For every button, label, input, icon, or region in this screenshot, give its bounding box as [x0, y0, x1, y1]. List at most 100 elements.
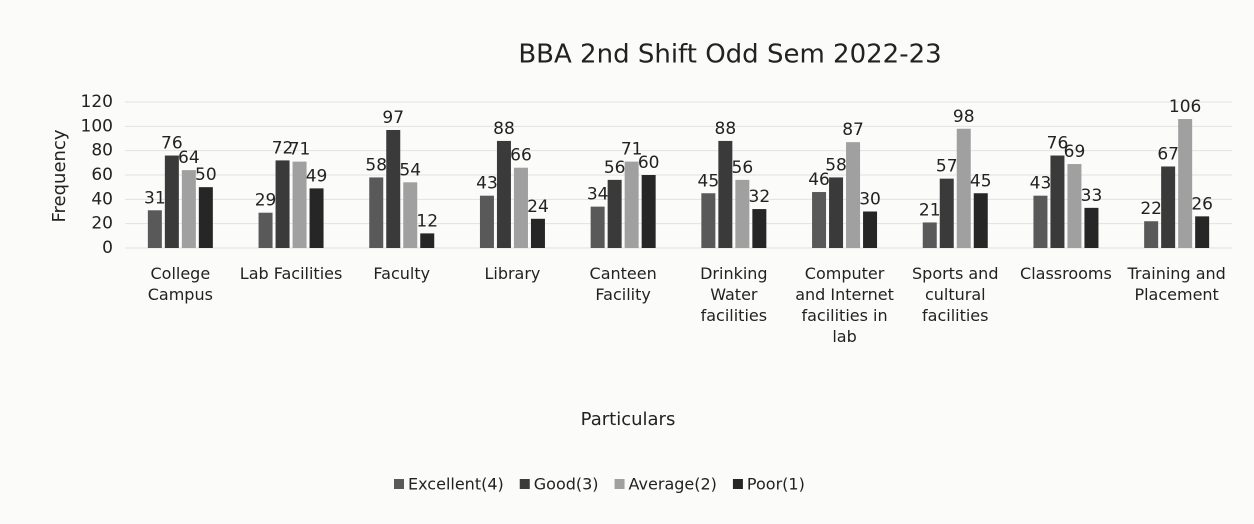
data-label: 32 [749, 187, 771, 207]
data-label: 88 [715, 119, 737, 139]
data-label: 43 [1030, 174, 1052, 194]
data-label: 72 [272, 138, 294, 158]
data-label: 46 [808, 170, 830, 190]
data-label: 12 [416, 211, 438, 231]
bar [513, 167, 528, 248]
legend-swatch [519, 479, 530, 489]
data-label: 56 [604, 158, 626, 178]
data-label: 49 [306, 166, 328, 186]
data-label: 58 [825, 155, 847, 175]
data-label: 87 [842, 120, 864, 140]
y-tick-label: 80 [91, 141, 113, 161]
bar [607, 179, 622, 248]
data-label: 97 [382, 108, 404, 128]
x-tick-label: Canteen Facility [589, 264, 657, 304]
bar [403, 182, 418, 248]
x-tick-label: Computer and Internet facilities in lab [795, 264, 894, 346]
data-label: 60 [638, 153, 660, 173]
data-label: 34 [587, 185, 609, 205]
bar [309, 188, 324, 248]
bar [258, 212, 273, 248]
legend-label: Good(3) [534, 475, 599, 494]
bar [863, 211, 878, 248]
data-label: 56 [732, 158, 754, 178]
bar [829, 177, 844, 248]
data-label: 33 [1081, 186, 1103, 206]
legend-swatch [732, 479, 743, 489]
bar [718, 140, 733, 248]
bar [496, 140, 511, 248]
data-label: 71 [289, 140, 311, 160]
bar [479, 195, 494, 248]
bar [812, 192, 827, 248]
legend-label: Excellent(4) [408, 475, 504, 494]
bar [1033, 195, 1048, 248]
data-label: 98 [953, 107, 975, 127]
data-label: 66 [510, 146, 532, 166]
data-label: 54 [399, 160, 421, 180]
bar [624, 161, 639, 248]
y-tick-label: 120 [81, 92, 113, 112]
x-tick-label: Training and Placement [1127, 264, 1226, 304]
bar [1050, 155, 1065, 248]
data-label: 21 [919, 200, 941, 220]
data-label: 57 [936, 157, 958, 177]
legend-label: Poor(1) [747, 475, 805, 494]
bar [701, 193, 716, 248]
y-axis-title: Frequency [49, 129, 70, 222]
data-label: 71 [621, 140, 643, 160]
data-label: 67 [1157, 144, 1179, 164]
bar [973, 193, 988, 248]
data-label: 45 [970, 171, 992, 191]
data-label: 58 [365, 155, 387, 175]
y-tick-label: 40 [91, 189, 113, 209]
data-label: 88 [493, 119, 515, 139]
data-label: 50 [195, 165, 217, 185]
bar [735, 179, 750, 248]
y-tick-label: 60 [91, 165, 113, 185]
y-tick-label: 100 [81, 116, 113, 136]
bar [530, 218, 545, 248]
bar [1067, 164, 1082, 248]
data-label: 64 [178, 148, 200, 168]
data-label: 45 [698, 171, 720, 191]
chart-title: BBA 2nd Shift Odd Sem 2022-23 [518, 40, 941, 70]
x-tick-label: Lab Facilities [239, 264, 343, 283]
data-label: 26 [1191, 194, 1213, 214]
x-tick-label: Library [484, 264, 541, 283]
data-label: 29 [255, 191, 277, 211]
bar [1161, 166, 1176, 248]
x-tick-label: Drinking Water facilities [700, 264, 768, 325]
bar [181, 170, 196, 248]
data-label: 76 [1047, 134, 1069, 154]
x-axis-title: Particulars [581, 409, 676, 430]
bar [369, 177, 384, 248]
bar [292, 161, 307, 248]
bar [1178, 119, 1193, 249]
data-label: 24 [527, 197, 549, 217]
bar [1144, 221, 1159, 248]
bar [846, 142, 861, 248]
data-label: 76 [161, 134, 183, 154]
legend-swatch [394, 479, 404, 489]
bar [275, 160, 290, 248]
x-tick-label: College Campus [147, 264, 213, 304]
data-label: 106 [1169, 97, 1201, 117]
bar [1195, 216, 1210, 248]
bar [752, 209, 767, 248]
data-label: 69 [1064, 142, 1086, 162]
y-tick-label: 0 [102, 238, 113, 258]
data-label: 43 [476, 174, 498, 194]
bar [922, 222, 937, 248]
bar [641, 175, 656, 248]
legend-swatch [614, 479, 625, 489]
x-tick-label: Sports and cultural facilities [912, 264, 999, 325]
bar [1084, 207, 1099, 248]
x-tick-label: Classrooms [1020, 264, 1112, 283]
data-label: 30 [859, 190, 881, 210]
bar [420, 233, 435, 248]
data-label: 31 [144, 188, 166, 208]
bar [198, 187, 213, 248]
bar [590, 206, 605, 248]
